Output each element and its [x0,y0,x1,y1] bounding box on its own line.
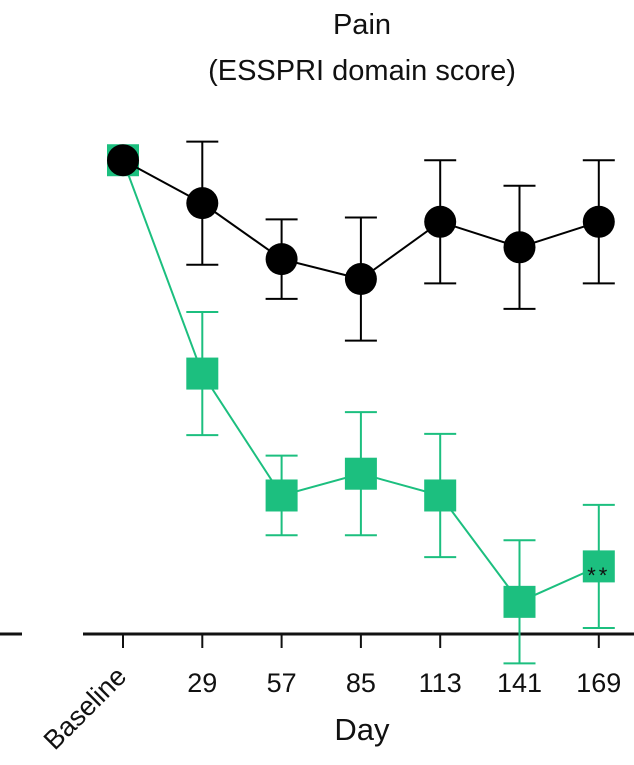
data-point-square [344,457,377,490]
x-axis-label: Day [334,712,390,747]
x-tick-label: 141 [497,668,542,698]
x-tick-label: 169 [576,668,621,698]
significance-annotation: ** [587,563,610,588]
x-axis [0,632,634,648]
data-point-square [503,585,536,618]
data-point-square [582,550,615,583]
data-point-circle [424,205,457,238]
data-point-square [186,357,219,390]
chart-subtitle: (ESSPRI domain score) [208,55,516,87]
chart-title: Pain [333,9,391,41]
data-point-square [424,479,457,512]
x-tick-labels: Baseline 29 57 85 113 141 169 [38,661,622,755]
x-tick-label: Baseline [38,661,132,755]
annotations: ** [587,563,610,588]
series-black [107,140,615,342]
x-tick-label: 57 [267,668,297,698]
data-point-circle [503,231,536,264]
data-point-circle [107,144,139,177]
series-group [107,140,615,665]
chart-title-group: Pain (ESSPRI domain score) [208,9,516,87]
data-point-circle [344,263,377,296]
data-point-square [265,479,298,512]
data-point-circle [265,243,298,276]
data-point-circle [582,205,615,238]
data-point-circle [186,187,219,220]
x-tick-label: 113 [419,668,462,698]
x-tick-label: 29 [187,668,217,698]
x-tick-label: 85 [346,668,376,698]
